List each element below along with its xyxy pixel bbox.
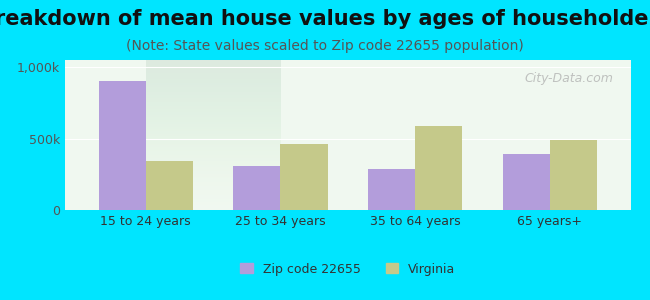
Bar (99, 81, 146, 210)
Bar (550, 140, 597, 210)
Bar (280, 144, 328, 210)
Bar (415, 126, 462, 210)
Text: (Note: State values scaled to Zip code 22655 population): (Note: State values scaled to Zip code 2… (126, 39, 524, 53)
Bar (368, 169, 415, 210)
Bar (233, 166, 280, 210)
Bar (146, 161, 193, 210)
Text: Breakdown of mean house values by ages of householders: Breakdown of mean house values by ages o… (0, 9, 650, 29)
Text: City-Data.com: City-Data.com (525, 72, 614, 85)
Bar (502, 154, 550, 210)
Legend: Zip code 22655, Virginia: Zip code 22655, Virginia (234, 256, 462, 282)
